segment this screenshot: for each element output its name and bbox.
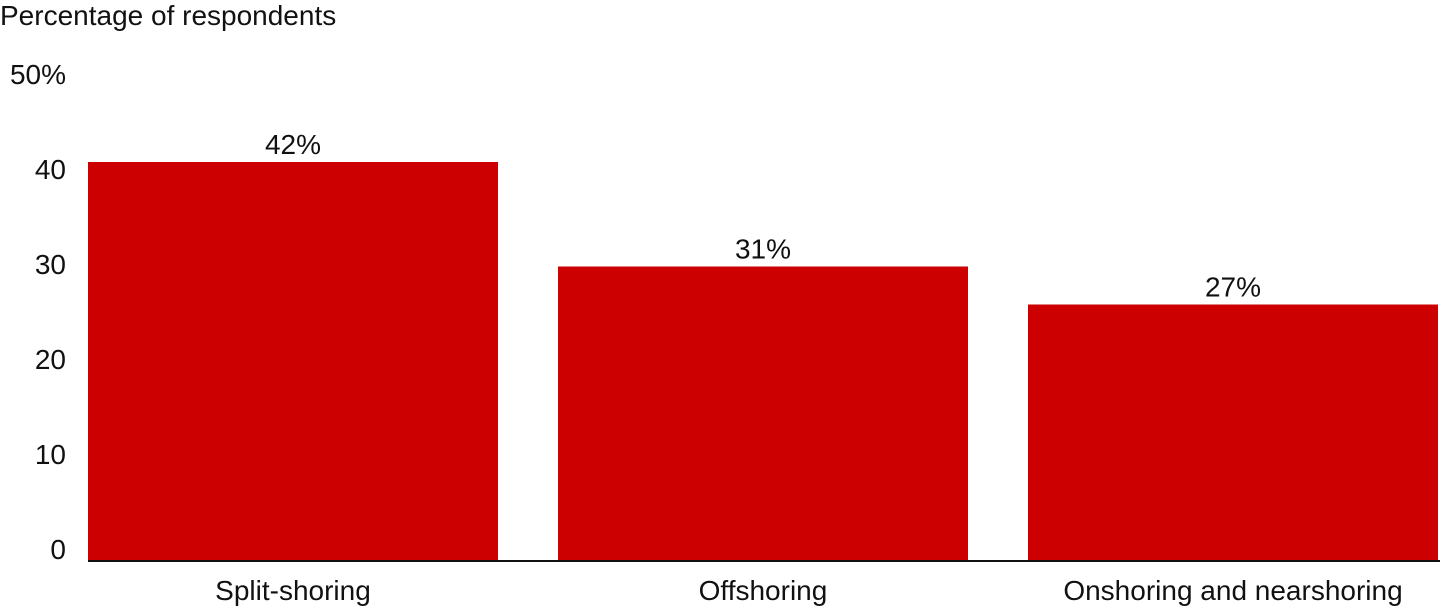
y-axis-label: Percentage of respondents	[0, 0, 336, 31]
y-tick-label: 20	[35, 344, 66, 375]
bar-onshoring-and-nearshoring	[1028, 304, 1438, 561]
y-tick-label: 40	[35, 154, 66, 185]
x-tick-label: Offshoring	[699, 575, 828, 606]
data-label: 27%	[1205, 272, 1261, 303]
data-label: 42%	[265, 129, 321, 160]
y-tick-label: 0	[50, 534, 66, 565]
bar-split-shoring	[88, 162, 498, 561]
y-tick-label: 50%	[10, 59, 66, 90]
bar-offshoring	[558, 266, 968, 561]
x-tick-label: Split-shoring	[215, 575, 371, 606]
y-tick-label: 10	[35, 439, 66, 470]
data-label: 31%	[735, 234, 791, 265]
x-tick-label: Onshoring and nearshoring	[1063, 575, 1402, 606]
y-tick-label: 30	[35, 249, 66, 280]
